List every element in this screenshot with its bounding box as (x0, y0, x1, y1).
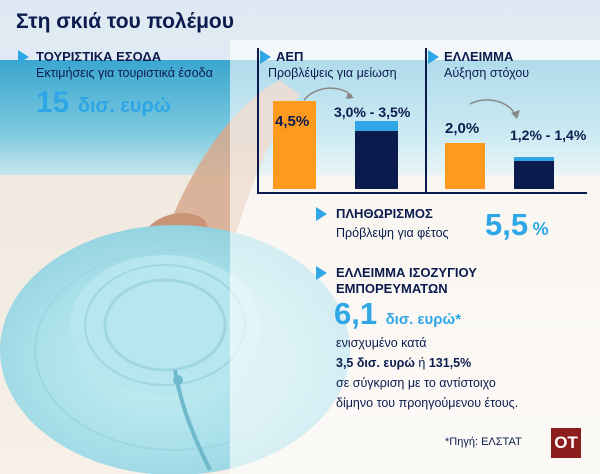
trade-text-line1: ενισχυμένο κατά (336, 336, 426, 350)
divider (257, 192, 587, 194)
inflation-value: 5,5 (485, 207, 528, 242)
gdp-before-label: 4,5% (275, 113, 309, 130)
gdp-heading: ΑΕΠ (276, 49, 303, 64)
tourism-value-group: 15 δισ. ευρώ (36, 86, 171, 120)
inflation-heading: ΠΛΗΘΩΡΙΣΜΟΣ (336, 206, 433, 221)
deficit-curve-arrow-icon (466, 96, 526, 122)
tourism-subtitle: Εκτιμήσεις για τουριστικά έσοδα (36, 66, 213, 80)
divider (425, 48, 427, 194)
trade-percent: 131,5% (429, 356, 471, 370)
page-title: Στη σκιά του πολέμου (16, 10, 234, 34)
bar-after-range (514, 157, 554, 162)
trade-value: 6,1 (334, 296, 377, 331)
bar-before (445, 143, 485, 189)
gdp-after-label: 3,0% - 3,5% (334, 104, 410, 120)
trade-connector: ή (415, 356, 429, 370)
bar-after (355, 131, 398, 190)
deficit-subtitle: Αύξηση στόχου (444, 66, 529, 80)
trade-heading-line1: ΕΛΛΕΙΜΜΑ ΙΣΟΖΥΓΙΟΥ (336, 265, 477, 280)
trade-text-line4: δίμηνο του προηγούμενου έτους. (336, 396, 518, 410)
bullet-arrow-icon (260, 50, 271, 64)
tourism-heading: ΤΟΥΡΙΣΤΙΚΑ ΕΣΟΔΑ (36, 49, 161, 64)
tourism-value: 15 (36, 86, 69, 119)
deficit-heading: ΕΛΛΕΙΜΜΑ (444, 49, 513, 64)
gdp-subtitle: Προβλέψεις για μείωση (268, 66, 397, 80)
bullet-arrow-icon (428, 50, 439, 64)
inflation-subtitle: Πρόβλεψη για φέτος (336, 226, 449, 240)
logo: ΟΤ (551, 428, 581, 458)
trade-value-group: 6,1 δισ. ευρώ* (334, 296, 461, 332)
trade-amount: 3,5 δισ. ευρώ (336, 356, 415, 370)
trade-unit: δισ. ευρώ* (386, 311, 462, 328)
bullet-arrow-icon (316, 207, 327, 221)
divider (257, 48, 259, 194)
bullet-arrow-icon (316, 266, 327, 280)
inflation-unit: % (533, 219, 549, 239)
source-note: *Πηγή: ΕΛΣΤΑΤ (445, 436, 522, 448)
tourism-unit: δισ. ευρώ (78, 95, 171, 117)
bar-after (514, 161, 554, 189)
trade-text-line2: 3,5 δισ. ευρώ ή 131,5% (336, 356, 471, 370)
deficit-before-label: 2,0% (445, 120, 479, 137)
bullet-arrow-icon (18, 50, 29, 64)
trade-text-line3: σε σύγκριση με το αντίστοιχο (336, 376, 496, 390)
inflation-value-group: 5,5 % (485, 207, 549, 243)
bar-after-range (355, 121, 398, 131)
trade-heading-line2: ΕΜΠΟΡΕΥΜΑΤΩΝ (336, 281, 448, 296)
deficit-after-label: 1,2% - 1,4% (510, 127, 586, 143)
